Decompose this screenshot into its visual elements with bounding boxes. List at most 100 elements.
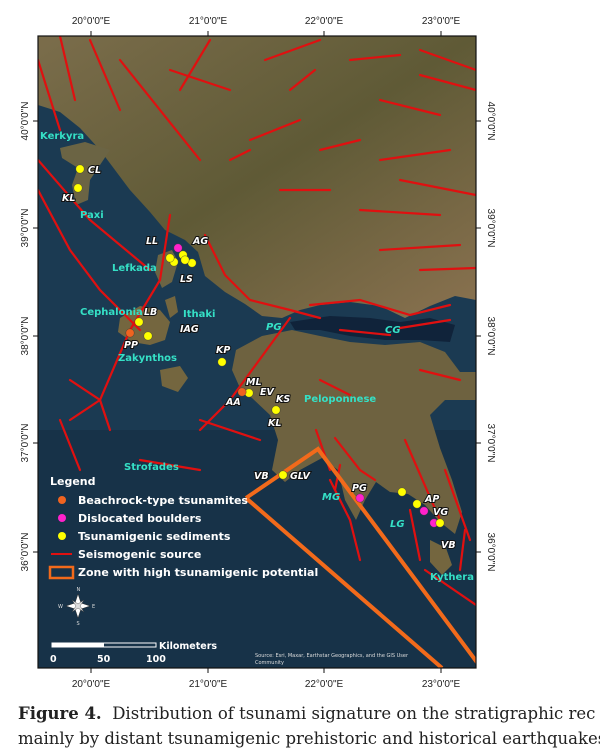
- compass-s: S: [77, 621, 80, 627]
- site-marker: [271, 405, 281, 415]
- site-marker: [125, 328, 135, 338]
- zone-box-icon: [48, 565, 75, 580]
- site-label: AG: [192, 236, 208, 247]
- caption-text: Distribution of tsunami signature on the…: [112, 704, 596, 723]
- place-label: Cephalonia: [80, 307, 143, 318]
- legend-label: Beachrock-type tsunamites: [78, 494, 248, 507]
- place-label: CG: [385, 325, 401, 336]
- map-frame: [37, 35, 477, 669]
- tick-label: 39°0'0"N: [485, 209, 496, 248]
- tick-label: 23°0'0"E: [422, 16, 461, 27]
- site-marker: [419, 506, 429, 516]
- site-marker: [355, 493, 365, 503]
- beachrock-dot-icon: [58, 496, 66, 504]
- site-marker: [173, 243, 183, 253]
- tick-label: 39°0'0"N: [20, 209, 31, 248]
- figure-caption-line1: Figure 4. Distribution of tsunami signat…: [18, 704, 595, 723]
- zakynthos-island: [160, 366, 188, 392]
- gulf-of-corinth: [290, 316, 455, 342]
- legend-label: Tsunamigenic sediments: [78, 530, 231, 543]
- tick-label: 22°0'0"E: [305, 16, 344, 27]
- site-marker: [435, 518, 445, 528]
- site-marker: [143, 331, 153, 341]
- site-label: ML: [246, 377, 262, 388]
- scale-bar: Kilometers 0 50 100: [50, 641, 217, 665]
- tick-label: 38°0'0"N: [20, 317, 31, 356]
- tick-label: 21°0'0"E: [189, 16, 228, 27]
- tick-label: 20°0'0"E: [72, 679, 111, 690]
- tick-label: 37°0'0"N: [20, 424, 31, 463]
- legend-label: Dislocated boulders: [78, 512, 202, 525]
- boulder-dot-icon: [58, 514, 66, 522]
- tick-label: 22°0'0"E: [305, 679, 344, 690]
- site-label: LS: [180, 274, 193, 285]
- site-label: PP: [124, 340, 138, 351]
- tick-label: 36°0'0"N: [485, 533, 496, 572]
- site-marker: [217, 357, 227, 367]
- legend-label: Seismogenic source: [78, 548, 201, 561]
- site-label: KL: [62, 193, 75, 204]
- site-label: IAG: [180, 324, 199, 335]
- site-label: GLV: [290, 471, 311, 482]
- scale-label: 0: [50, 654, 57, 665]
- seismogenic-sources: [38, 36, 476, 607]
- compass-n: N: [77, 587, 81, 593]
- place-label: Lefkada: [112, 263, 157, 274]
- attribution-source-cont: Community: [255, 660, 284, 666]
- compass-e: E: [92, 604, 95, 610]
- scale-label: 50: [97, 654, 111, 665]
- site-label: AA: [225, 397, 241, 408]
- place-label: Peloponnese: [304, 394, 376, 405]
- legend-title: Legend: [50, 475, 96, 488]
- site-label: KP: [216, 345, 230, 356]
- scale-label: 100: [146, 654, 166, 665]
- place-label: PG: [266, 322, 282, 333]
- site-marker: [237, 387, 247, 397]
- tick-label: 21°0'0"E: [189, 679, 228, 690]
- compass-w: W: [58, 604, 63, 610]
- peloponnese-land: [232, 330, 476, 534]
- site-marker: [278, 470, 288, 480]
- place-label: Ithaki: [183, 309, 215, 320]
- tick-label: 37°0'0"N: [485, 424, 496, 463]
- place-labels: Kerkyra Paxi Lefkada Cephalonia Ithaki Z…: [40, 131, 474, 583]
- place-label: LG: [390, 519, 405, 530]
- site-marker: [412, 499, 422, 509]
- place-label: Kerkyra: [40, 131, 84, 142]
- site-marker: [73, 183, 83, 193]
- legend-label: Zone with high tsunamigenic potential: [78, 566, 318, 579]
- site-marker: [165, 253, 175, 263]
- kerkyra-island: [60, 142, 110, 205]
- place-label: Strofades: [124, 462, 179, 473]
- mainland-greece: [38, 36, 476, 318]
- tick-label: 38°0'0"N: [485, 317, 496, 356]
- site-marker: [134, 317, 144, 327]
- figure-caption-line2: mainly by distant tsunamigenic prehistor…: [18, 729, 600, 748]
- site-label: VB: [441, 540, 456, 551]
- place-label: Zakynthos: [118, 353, 177, 364]
- site-label: KS: [276, 394, 290, 405]
- scale-unit: Kilometers: [159, 641, 217, 652]
- site-label: KL: [268, 418, 281, 429]
- tick-label: 36°0'0"N: [20, 533, 31, 572]
- attribution-source: Source: Esri, Maxar, Earthstar Geographi…: [255, 653, 409, 659]
- site-label: CL: [88, 165, 101, 176]
- high-tsunamigenic-zone: [244, 446, 476, 668]
- site-label: PG: [352, 483, 367, 494]
- kythera-island: [430, 540, 452, 575]
- legend: Legend Beachrock-type tsunamites Disloca…: [48, 475, 318, 580]
- tick-label: 23°0'0"E: [422, 679, 461, 690]
- site-label: VB: [254, 471, 269, 482]
- figure-label: Figure 4.: [18, 704, 102, 723]
- site-marker: [397, 487, 407, 497]
- site-marker: [75, 164, 85, 174]
- place-label: MG: [322, 492, 340, 503]
- site-label: LL: [146, 236, 158, 247]
- graticule-ticks: 20°0'0"E 20°0'0"E 21°0'0"E 21°0'0"E 22°0'0"E…: [20, 16, 496, 690]
- site-label: LB: [144, 307, 157, 318]
- site-label: EV: [260, 387, 274, 398]
- site-marker: [180, 255, 190, 265]
